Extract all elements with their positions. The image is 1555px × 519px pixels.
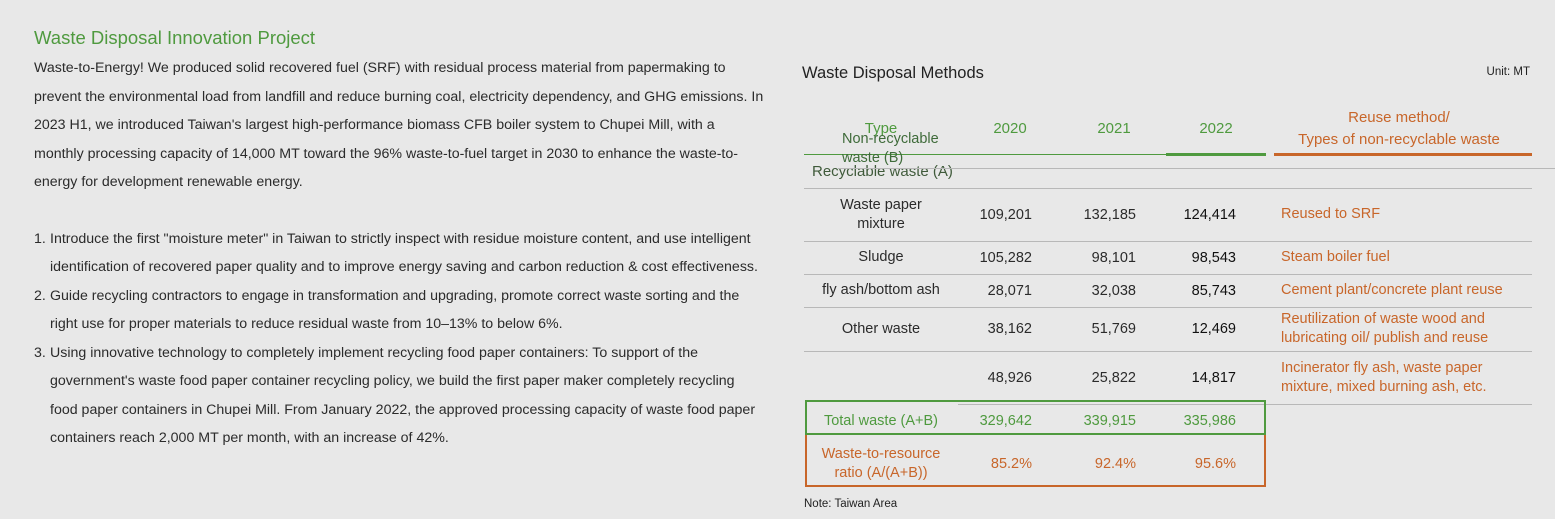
cell-empty (1266, 438, 1532, 490)
intro-paragraph: Waste-to-Energy! We produced solid recov… (34, 60, 764, 190)
cell-reuse: Steam boiler fuel (1266, 241, 1532, 275)
cell-2022: 95.6% (1194, 456, 1236, 472)
section-row-recyclable: Recyclable waste (A) (804, 154, 1532, 189)
row-type: Non-recyclable waste (B) (838, 130, 1555, 169)
cell-2021: 132,185 (1062, 188, 1166, 242)
ratio-label-line1: Waste-to-resource (821, 446, 941, 462)
ratio-label: Waste-to-resource ratio (A/(A+B)) (804, 438, 958, 490)
innovation-section: Waste Disposal Innovation Project Waste-… (34, 26, 764, 453)
header-reuse: Reuse method/ Types of non-recyclable wa… (1266, 104, 1532, 156)
header-reuse-line1: Reuse method/ (1348, 109, 1450, 126)
row-type-line1: Waste paper (840, 196, 922, 213)
row-type: Waste paper mixture (804, 188, 958, 242)
row-type: Other waste (804, 307, 958, 352)
table-row: Other waste 38,162 51,769 12,469 Reutili… (804, 307, 1532, 352)
header-type: Type (804, 104, 958, 155)
waste-table: Type 2020 2021 2022 Reuse method/ Types … (804, 104, 1555, 490)
table-row-nonrecyclable: Non-recyclable waste (B) 48,926 25,822 14… (804, 131, 1555, 405)
list-text: Guide recycling contractors to engage in… (50, 287, 740, 333)
row-type-line2: waste (B) (842, 150, 904, 166)
header-reuse-line2: Types of non-recyclable waste (1298, 131, 1500, 148)
list-item: 2. Guide recycling contractors to engage… (34, 282, 764, 339)
row-type: Sludge (804, 241, 958, 275)
table-header-row: Type 2020 2021 2022 Reuse method/ Types … (804, 104, 1532, 156)
cell-2020: 48,926 (958, 351, 1062, 405)
cell-2020: 28,071 (958, 274, 1062, 308)
row-type-line1: Non-recyclable (842, 131, 939, 147)
ratio-highlight-box (805, 435, 1266, 487)
cell-2020: 329,642 (979, 413, 1032, 430)
cell-2022: 124,414 (1166, 188, 1266, 242)
cell-2022: 14,817 (1166, 351, 1266, 405)
cell-2021: 92.4% (1094, 456, 1136, 472)
list-item: 1. Introduce the first "moisture meter" … (34, 225, 764, 282)
header-2021: 2021 (1062, 104, 1166, 155)
panel-header: Waste Disposal Methods Unit: MT (802, 60, 1530, 88)
cell-2022: 335,986 (1183, 413, 1236, 430)
cell-2021: 32,038 (1062, 274, 1166, 308)
list-number: 3. (34, 344, 46, 361)
cell-2022: 12,469 (1166, 307, 1266, 352)
table-row: Waste paper mixture 109,201 132,185 124,4… (804, 188, 1532, 242)
cell-2020: 38,162 (958, 307, 1062, 352)
cell-reuse: Reused to SRF (1266, 188, 1532, 242)
waste-disposal-panel: Waste Disposal Methods Unit: MT Type 202… (802, 60, 1555, 481)
cell-reuse: Cement plant/concrete plant reuse (1266, 274, 1532, 308)
table-note: Note: Taiwan Area (804, 498, 898, 510)
table-row-total: Total waste (A+B) 329,642 339,915 335,98… (804, 404, 1532, 438)
row-type-line2: mixture (857, 215, 905, 232)
list-item: 3. Using innovative technology to comple… (34, 339, 764, 453)
list-number: 2. (34, 287, 46, 304)
unit-label: Unit: MT (1486, 66, 1530, 78)
cell-reuse: Reutilization of waste wood and lubricati… (1266, 307, 1532, 352)
panel-title: Waste Disposal Methods (802, 64, 984, 82)
list-number: 1. (34, 230, 46, 247)
section-label-recyclable: Recyclable waste (A) (804, 154, 1266, 189)
table-row-ratio: Waste-to-resource ratio (A/(A+B)) 85.2% 9… (804, 438, 1532, 490)
header-2022: 2022 (1166, 104, 1266, 156)
total-label: Total waste (A+B) (823, 412, 939, 429)
section-row-spacer (1266, 154, 1532, 189)
cell-2020: 105,282 (958, 241, 1062, 275)
cell-reuse: Incinerator fly ash, waste paper mixture,… (1266, 351, 1532, 405)
list-text: Using innovative technology to completel… (50, 344, 756, 447)
cell-2021: 25,822 (1062, 351, 1166, 405)
list-text: Introduce the first "moisture meter" in … (50, 230, 758, 276)
reuse-line2: lubricating oil/ publish and reuse (1281, 330, 1489, 346)
cell-2020: 109,201 (958, 188, 1062, 242)
initiative-list: 1. Introduce the first "moisture meter" … (34, 225, 764, 453)
header-2020: 2020 (958, 104, 1062, 155)
cell-2022: 85,743 (1166, 274, 1266, 308)
reuse-line1: Incinerator fly ash, waste paper (1281, 359, 1483, 376)
cell-2022: 98,543 (1166, 241, 1266, 275)
cell-2021: 51,769 (1062, 307, 1166, 352)
reuse-line1: Reutilization of waste wood and (1281, 311, 1485, 327)
table-row: fly ash/bottom ash 28,071 32,038 85,743 … (804, 274, 1532, 308)
reuse-line1: Reused to SRF (1281, 206, 1381, 222)
cell-2020: 85.2% (990, 456, 1032, 472)
cell-2021: 339,915 (1083, 413, 1136, 430)
cell-2021: 98,101 (1062, 241, 1166, 275)
row-type: fly ash/bottom ash (804, 274, 958, 308)
cell-empty (1266, 404, 1532, 438)
section-title: Waste Disposal Innovation Project (34, 27, 316, 48)
table-row: Sludge 105,282 98,101 98,543 Steam boile… (804, 241, 1532, 275)
reuse-line2: mixture, mixed burning ash, etc. (1281, 378, 1487, 395)
ratio-label-line2: ratio (A/(A+B)) (834, 465, 928, 481)
total-highlight-box (805, 400, 1266, 435)
